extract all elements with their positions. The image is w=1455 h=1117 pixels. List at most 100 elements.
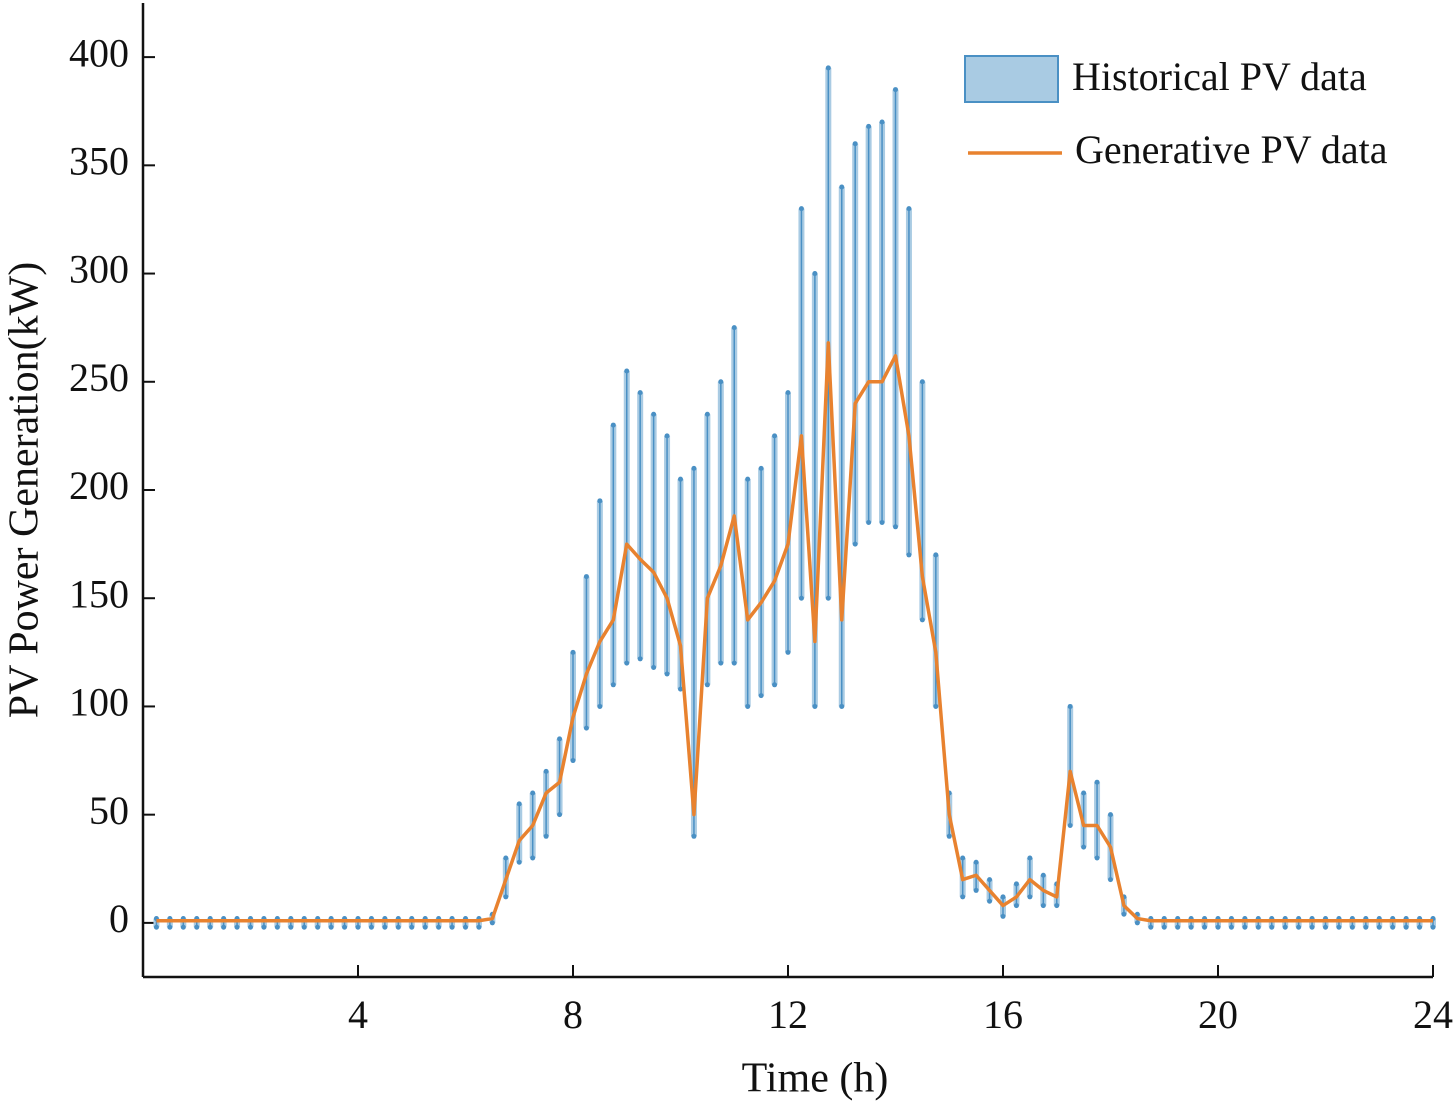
range-low	[449, 924, 455, 930]
range-low	[221, 924, 227, 930]
range-low	[476, 924, 482, 930]
range-low	[1081, 844, 1087, 850]
range-high	[893, 87, 898, 93]
range-low	[261, 924, 267, 930]
range-low	[919, 617, 925, 623]
range-low	[1040, 903, 1046, 909]
range-low	[1349, 924, 1355, 930]
range-high	[597, 498, 603, 504]
legend-label: Historical PV data	[1072, 54, 1367, 99]
range-low	[328, 924, 334, 930]
range-high	[637, 390, 643, 396]
range-low	[1000, 913, 1006, 919]
range-low	[718, 660, 724, 666]
range-high	[906, 206, 912, 212]
range-high	[704, 411, 710, 417]
range-low	[745, 703, 751, 709]
range-high	[933, 552, 939, 558]
range-low	[355, 924, 361, 930]
range-low	[153, 924, 159, 930]
range-high	[987, 877, 993, 883]
x-tick-label: 4	[348, 992, 368, 1037]
range-low	[704, 682, 710, 688]
range-low	[1067, 822, 1073, 828]
x-tick-label: 8	[563, 992, 583, 1037]
y-axis-label: PV Power Generation(kW)	[2, 262, 48, 718]
range-high	[879, 119, 885, 125]
range-low	[812, 703, 818, 709]
legend-label: Generative PV data	[1075, 127, 1388, 172]
y-tick-label: 200	[69, 463, 129, 508]
range-low	[1013, 903, 1019, 909]
range-low	[1228, 924, 1234, 930]
range-high	[731, 325, 737, 331]
range-low	[637, 656, 643, 662]
range-high	[798, 206, 804, 212]
range-high	[758, 465, 764, 471]
range-low	[624, 660, 630, 666]
range-low	[1054, 903, 1060, 909]
y-tick-label: 300	[69, 247, 129, 292]
range-high	[664, 433, 670, 439]
y-tick-label: 100	[69, 680, 129, 725]
range-low	[234, 924, 240, 930]
range-low	[906, 552, 912, 558]
range-low	[1108, 877, 1113, 883]
range-low	[1417, 924, 1423, 930]
range-high	[973, 859, 979, 865]
range-low	[315, 924, 321, 930]
range-low	[167, 924, 173, 930]
range-high	[651, 411, 657, 417]
range-high	[1040, 872, 1046, 878]
range-low	[987, 898, 993, 904]
range-high	[624, 368, 630, 374]
range-high	[866, 123, 872, 129]
range-low	[1309, 924, 1315, 930]
range-low	[382, 924, 388, 930]
x-tick-label: 24	[1413, 992, 1453, 1037]
range-high	[1094, 779, 1100, 785]
range-low	[288, 924, 294, 930]
range-low	[866, 519, 872, 525]
range-low	[436, 924, 442, 930]
range-low	[570, 758, 576, 764]
y-tick-label: 150	[69, 571, 129, 616]
y-tick-label: 250	[69, 355, 129, 400]
range-high	[678, 476, 683, 482]
range-high	[772, 433, 778, 439]
range-low	[543, 833, 549, 839]
range-low	[731, 660, 737, 666]
x-tick-label: 20	[1198, 992, 1238, 1037]
range-low	[1430, 924, 1436, 930]
legend-swatch	[964, 55, 1059, 103]
range-low	[1323, 924, 1328, 930]
x-axis-label: Time (h)	[742, 1056, 889, 1102]
range-high	[516, 801, 522, 807]
range-low	[342, 924, 348, 930]
range-low	[1336, 924, 1342, 930]
range-low	[893, 524, 898, 530]
range-low	[368, 924, 374, 930]
range-low	[664, 671, 670, 677]
range-high	[839, 184, 845, 190]
range-low	[463, 924, 468, 930]
range-high	[583, 574, 589, 580]
range-high	[745, 476, 751, 482]
range-high	[718, 379, 724, 385]
y-tick-label: 50	[89, 788, 129, 833]
range-low	[557, 812, 563, 818]
range-high	[543, 768, 549, 774]
x-tick-label: 16	[983, 992, 1023, 1037]
range-low	[1282, 924, 1288, 930]
range-low	[933, 703, 939, 709]
range-low	[691, 833, 697, 839]
range-low	[973, 887, 979, 893]
range-low	[1175, 924, 1181, 930]
range-low	[503, 894, 509, 900]
x-tick-label: 12	[768, 992, 808, 1037]
range-low	[825, 595, 831, 601]
range-low	[651, 664, 657, 670]
range-low	[1269, 924, 1275, 930]
range-low	[1296, 924, 1302, 930]
